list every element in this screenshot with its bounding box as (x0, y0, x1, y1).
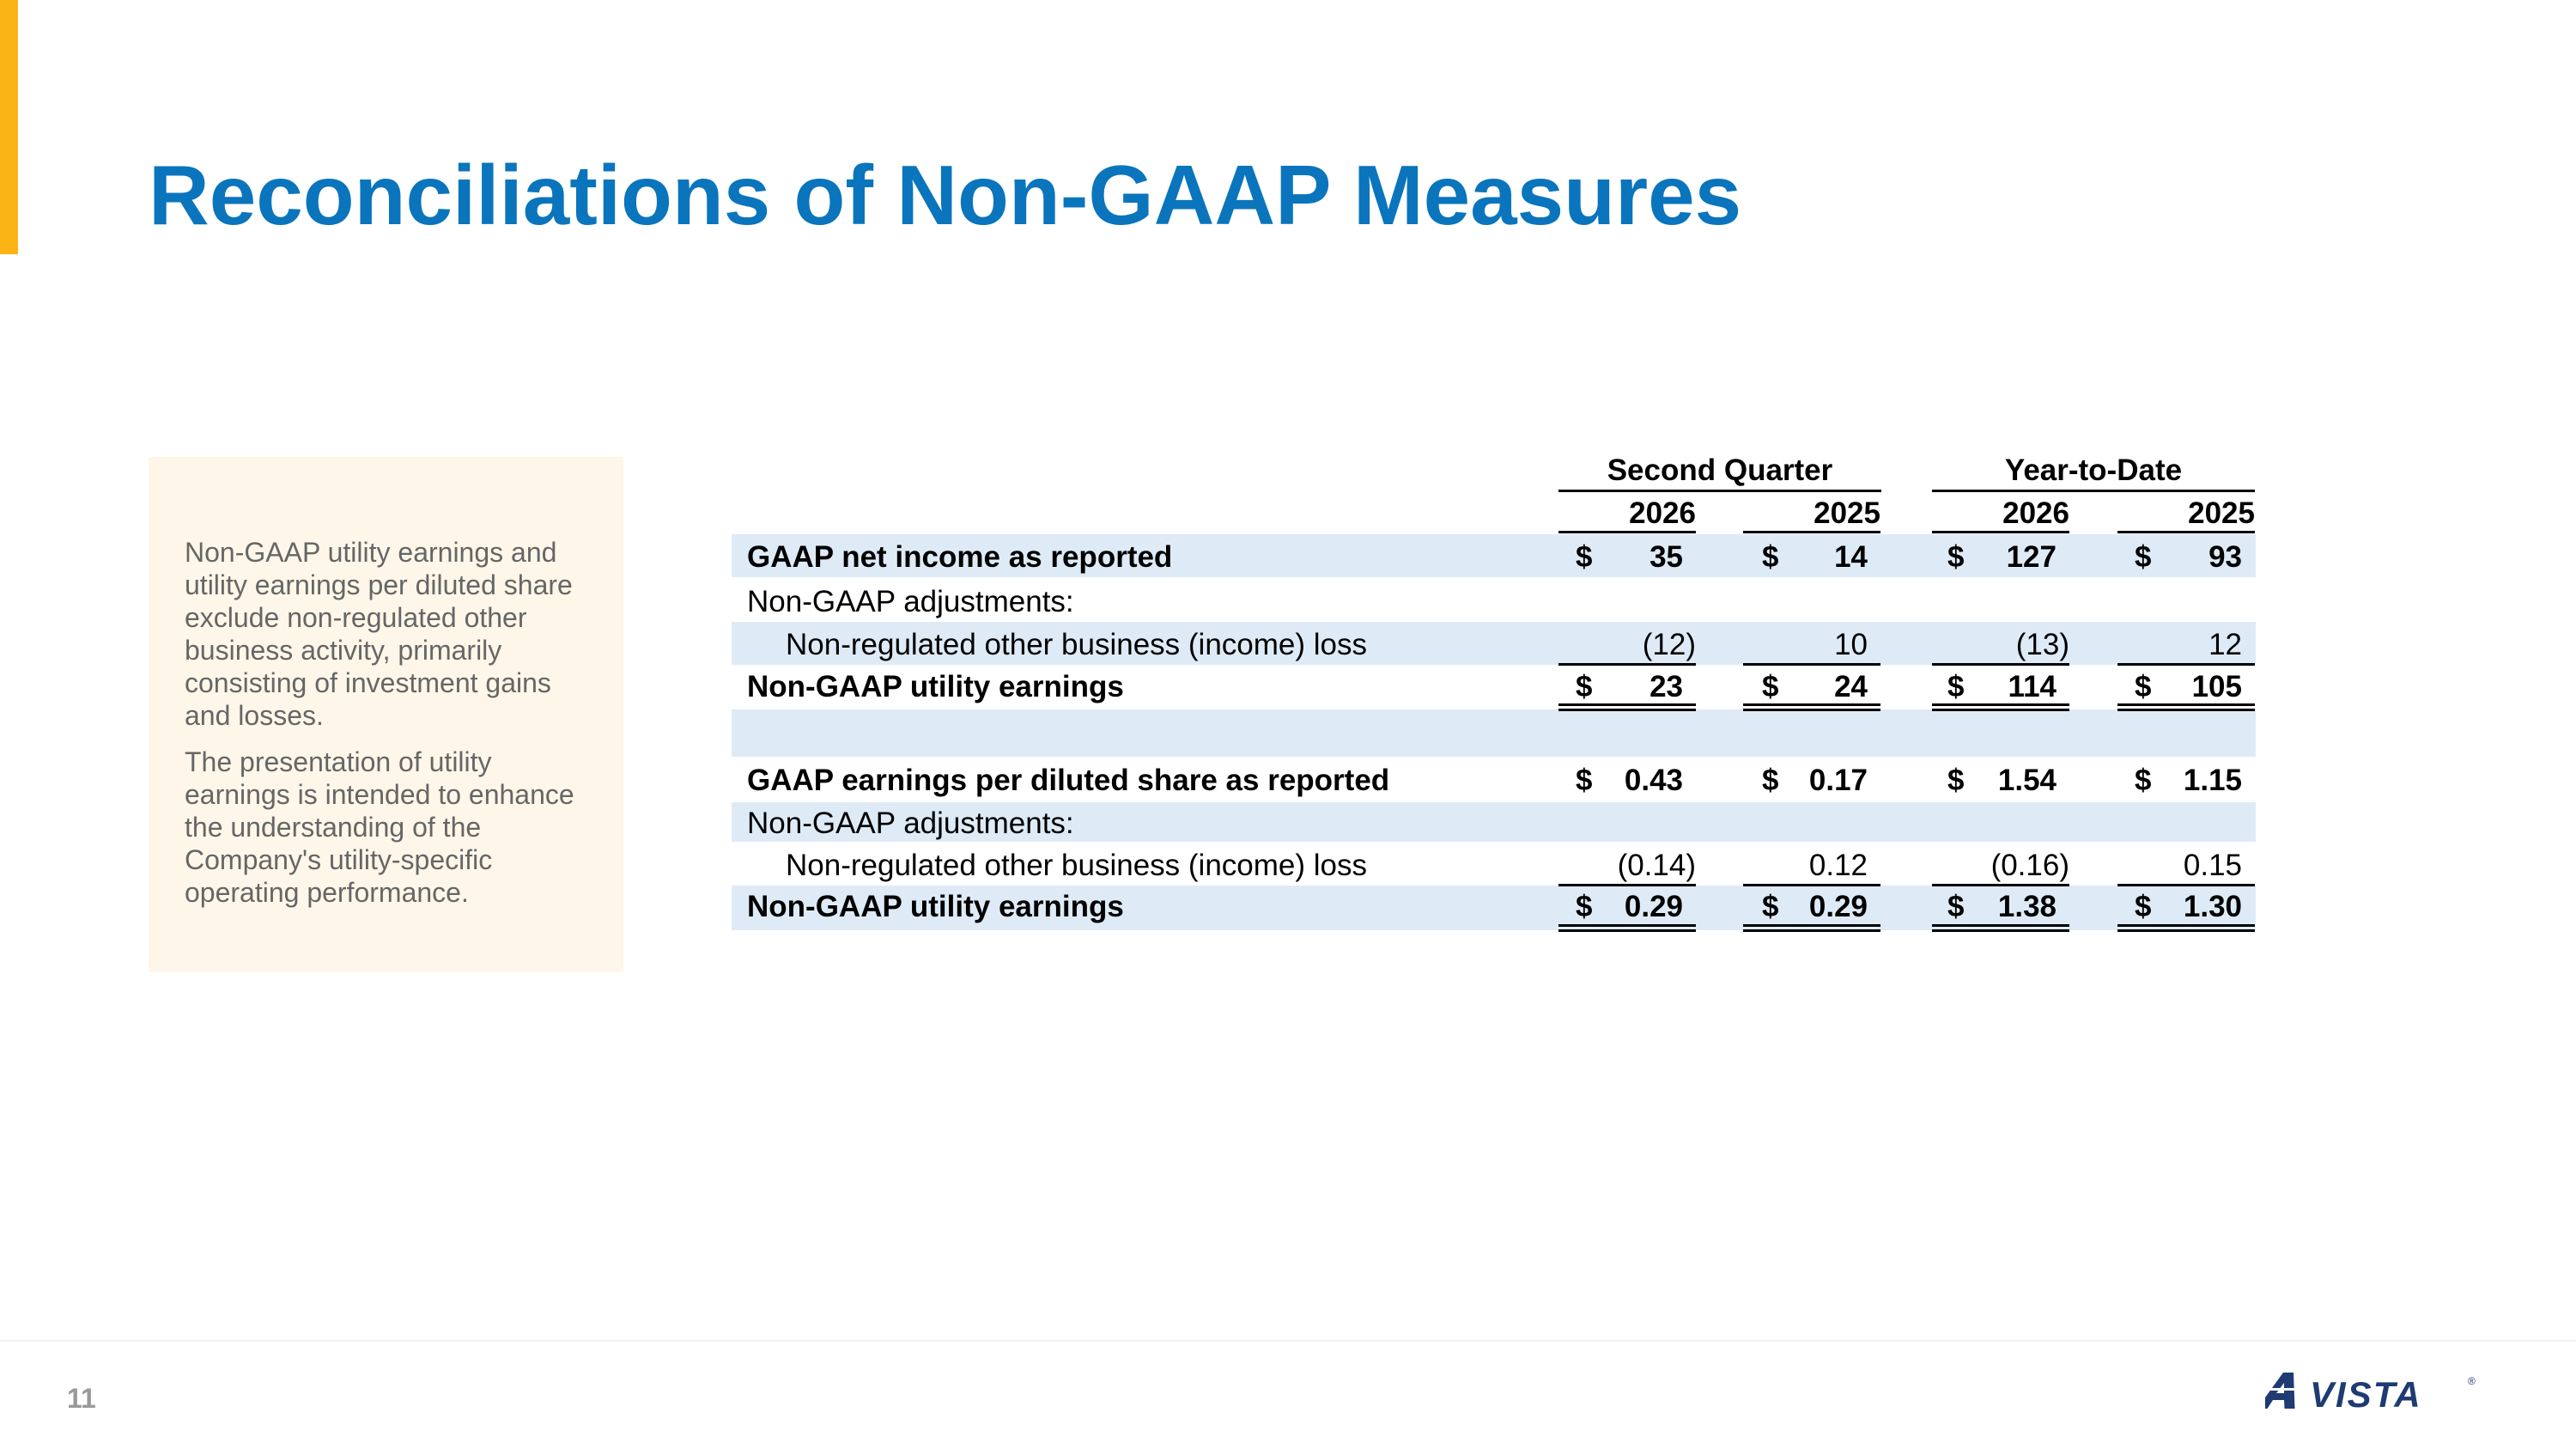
table-cell: 114 (2008, 670, 2057, 703)
row-label: Non-regulated other business (income) lo… (786, 628, 1367, 661)
subtotal-line (1743, 884, 1880, 886)
header-underline (1932, 490, 2255, 492)
table-cell: 1.38 (1997, 890, 2057, 923)
currency-symbol: $ (1576, 890, 1593, 923)
currency-symbol: $ (2135, 890, 2152, 923)
row-stripe (732, 622, 2256, 665)
total-double-line (1558, 703, 1696, 711)
currency-symbol: $ (2135, 540, 2152, 574)
total-double-line (2117, 924, 2255, 932)
total-double-line (1932, 924, 2069, 932)
header-underline (1558, 490, 1881, 492)
registered-mark: ® (2468, 1375, 2476, 1387)
page-title: Reconciliations of Non-GAAP Measures (149, 148, 1742, 242)
row-label: Non-GAAP adjustments: (747, 585, 1074, 618)
year-underline (1932, 531, 2069, 533)
table-cell: 14 (1834, 540, 1868, 574)
row-label: GAAP earnings per diluted share as repor… (747, 764, 1390, 797)
table-cell: 12 (2208, 628, 2242, 661)
subtotal-line (2117, 884, 2255, 886)
table-cell: 1.54 (1997, 764, 2057, 797)
subtotal-line (1743, 663, 1880, 666)
row-stripe (732, 886, 2256, 930)
table-cell: 0.43 (1624, 764, 1683, 797)
row-stripe (732, 802, 2256, 842)
currency-symbol: $ (1947, 890, 1965, 923)
table-cell: (13) (2015, 628, 2069, 661)
avista-logo-mark (2257, 1373, 2302, 1409)
row-label: Non-regulated other business (income) lo… (786, 849, 1367, 882)
row-stripe (732, 709, 2256, 757)
footer-divider (0, 1340, 2576, 1342)
row-label: GAAP net income as reported (747, 540, 1173, 574)
row-label: Non-GAAP utility earnings (747, 890, 1124, 923)
table-cell: 0.29 (1624, 890, 1683, 923)
currency-symbol: $ (1762, 890, 1779, 923)
table-cell: 105 (2191, 670, 2242, 703)
year-underline (2117, 531, 2255, 533)
total-double-line (1743, 924, 1880, 932)
avista-logo: VISTA ® (2257, 1369, 2480, 1416)
note-paragraph-1: Non-GAAP utility earnings and utility ea… (185, 537, 573, 731)
row-label: Non-GAAP utility earnings (747, 670, 1124, 703)
table-cell: (0.16) (1990, 849, 2069, 882)
subtotal-line (1558, 884, 1696, 886)
table-cell: 0.29 (1808, 890, 1868, 923)
accent-bar (0, 0, 18, 254)
year-underline (1743, 531, 1880, 533)
header-year-to-date: Year-to-Date (2004, 454, 2183, 487)
year-header: 2026 (2002, 496, 2069, 530)
total-double-line (2117, 703, 2255, 711)
subtotal-line (2117, 663, 2255, 666)
year-header: 2026 (1629, 496, 1696, 530)
table-cell: 93 (2208, 540, 2242, 574)
total-double-line (1558, 924, 1696, 932)
currency-symbol: $ (2135, 670, 2152, 703)
row-stripe (732, 534, 2256, 577)
table-cell: (0.14) (1617, 849, 1696, 882)
table-cell: 0.15 (2183, 849, 2242, 882)
year-header: 2025 (2188, 496, 2255, 530)
currency-symbol: $ (2135, 764, 2152, 797)
page-number: 11 (67, 1383, 96, 1414)
currency-symbol: $ (1762, 764, 1779, 797)
row-label: Non-GAAP adjustments: (747, 807, 1074, 840)
total-double-line (1932, 703, 2069, 711)
currency-symbol: $ (1762, 670, 1779, 703)
subtotal-line (1932, 884, 2069, 886)
table-cell: 24 (1834, 670, 1868, 703)
subtotal-line (1932, 663, 2069, 666)
currency-symbol: $ (1947, 540, 1965, 574)
table-cell: 0.12 (1808, 849, 1868, 882)
note-box: Non-GAAP utility earnings and utility ea… (149, 457, 623, 972)
table-cell: 0.17 (1808, 764, 1868, 797)
table-cell: 127 (2006, 540, 2057, 574)
table-cell: 1.30 (2183, 890, 2242, 923)
currency-symbol: $ (1576, 540, 1593, 574)
currency-symbol: $ (1947, 670, 1965, 703)
currency-symbol: $ (1947, 764, 1965, 797)
year-header: 2025 (1814, 496, 1880, 530)
year-underline (1558, 531, 1696, 533)
note-paragraph-2: The presentation of utility earnings is … (185, 746, 574, 908)
table-cell: 23 (1649, 670, 1683, 703)
currency-symbol: $ (1576, 764, 1593, 797)
table-cell: 35 (1649, 540, 1683, 574)
table-cell: (12) (1642, 628, 1696, 661)
table-cell: 1.15 (2183, 764, 2242, 797)
avista-logo-text: VISTA (2310, 1374, 2422, 1412)
currency-symbol: $ (1762, 540, 1779, 574)
header-second-quarter: Second Quarter (1607, 454, 1833, 487)
subtotal-line (1558, 663, 1696, 666)
table-cell: 10 (1834, 628, 1868, 661)
currency-symbol: $ (1576, 670, 1593, 703)
total-double-line (1743, 703, 1880, 711)
